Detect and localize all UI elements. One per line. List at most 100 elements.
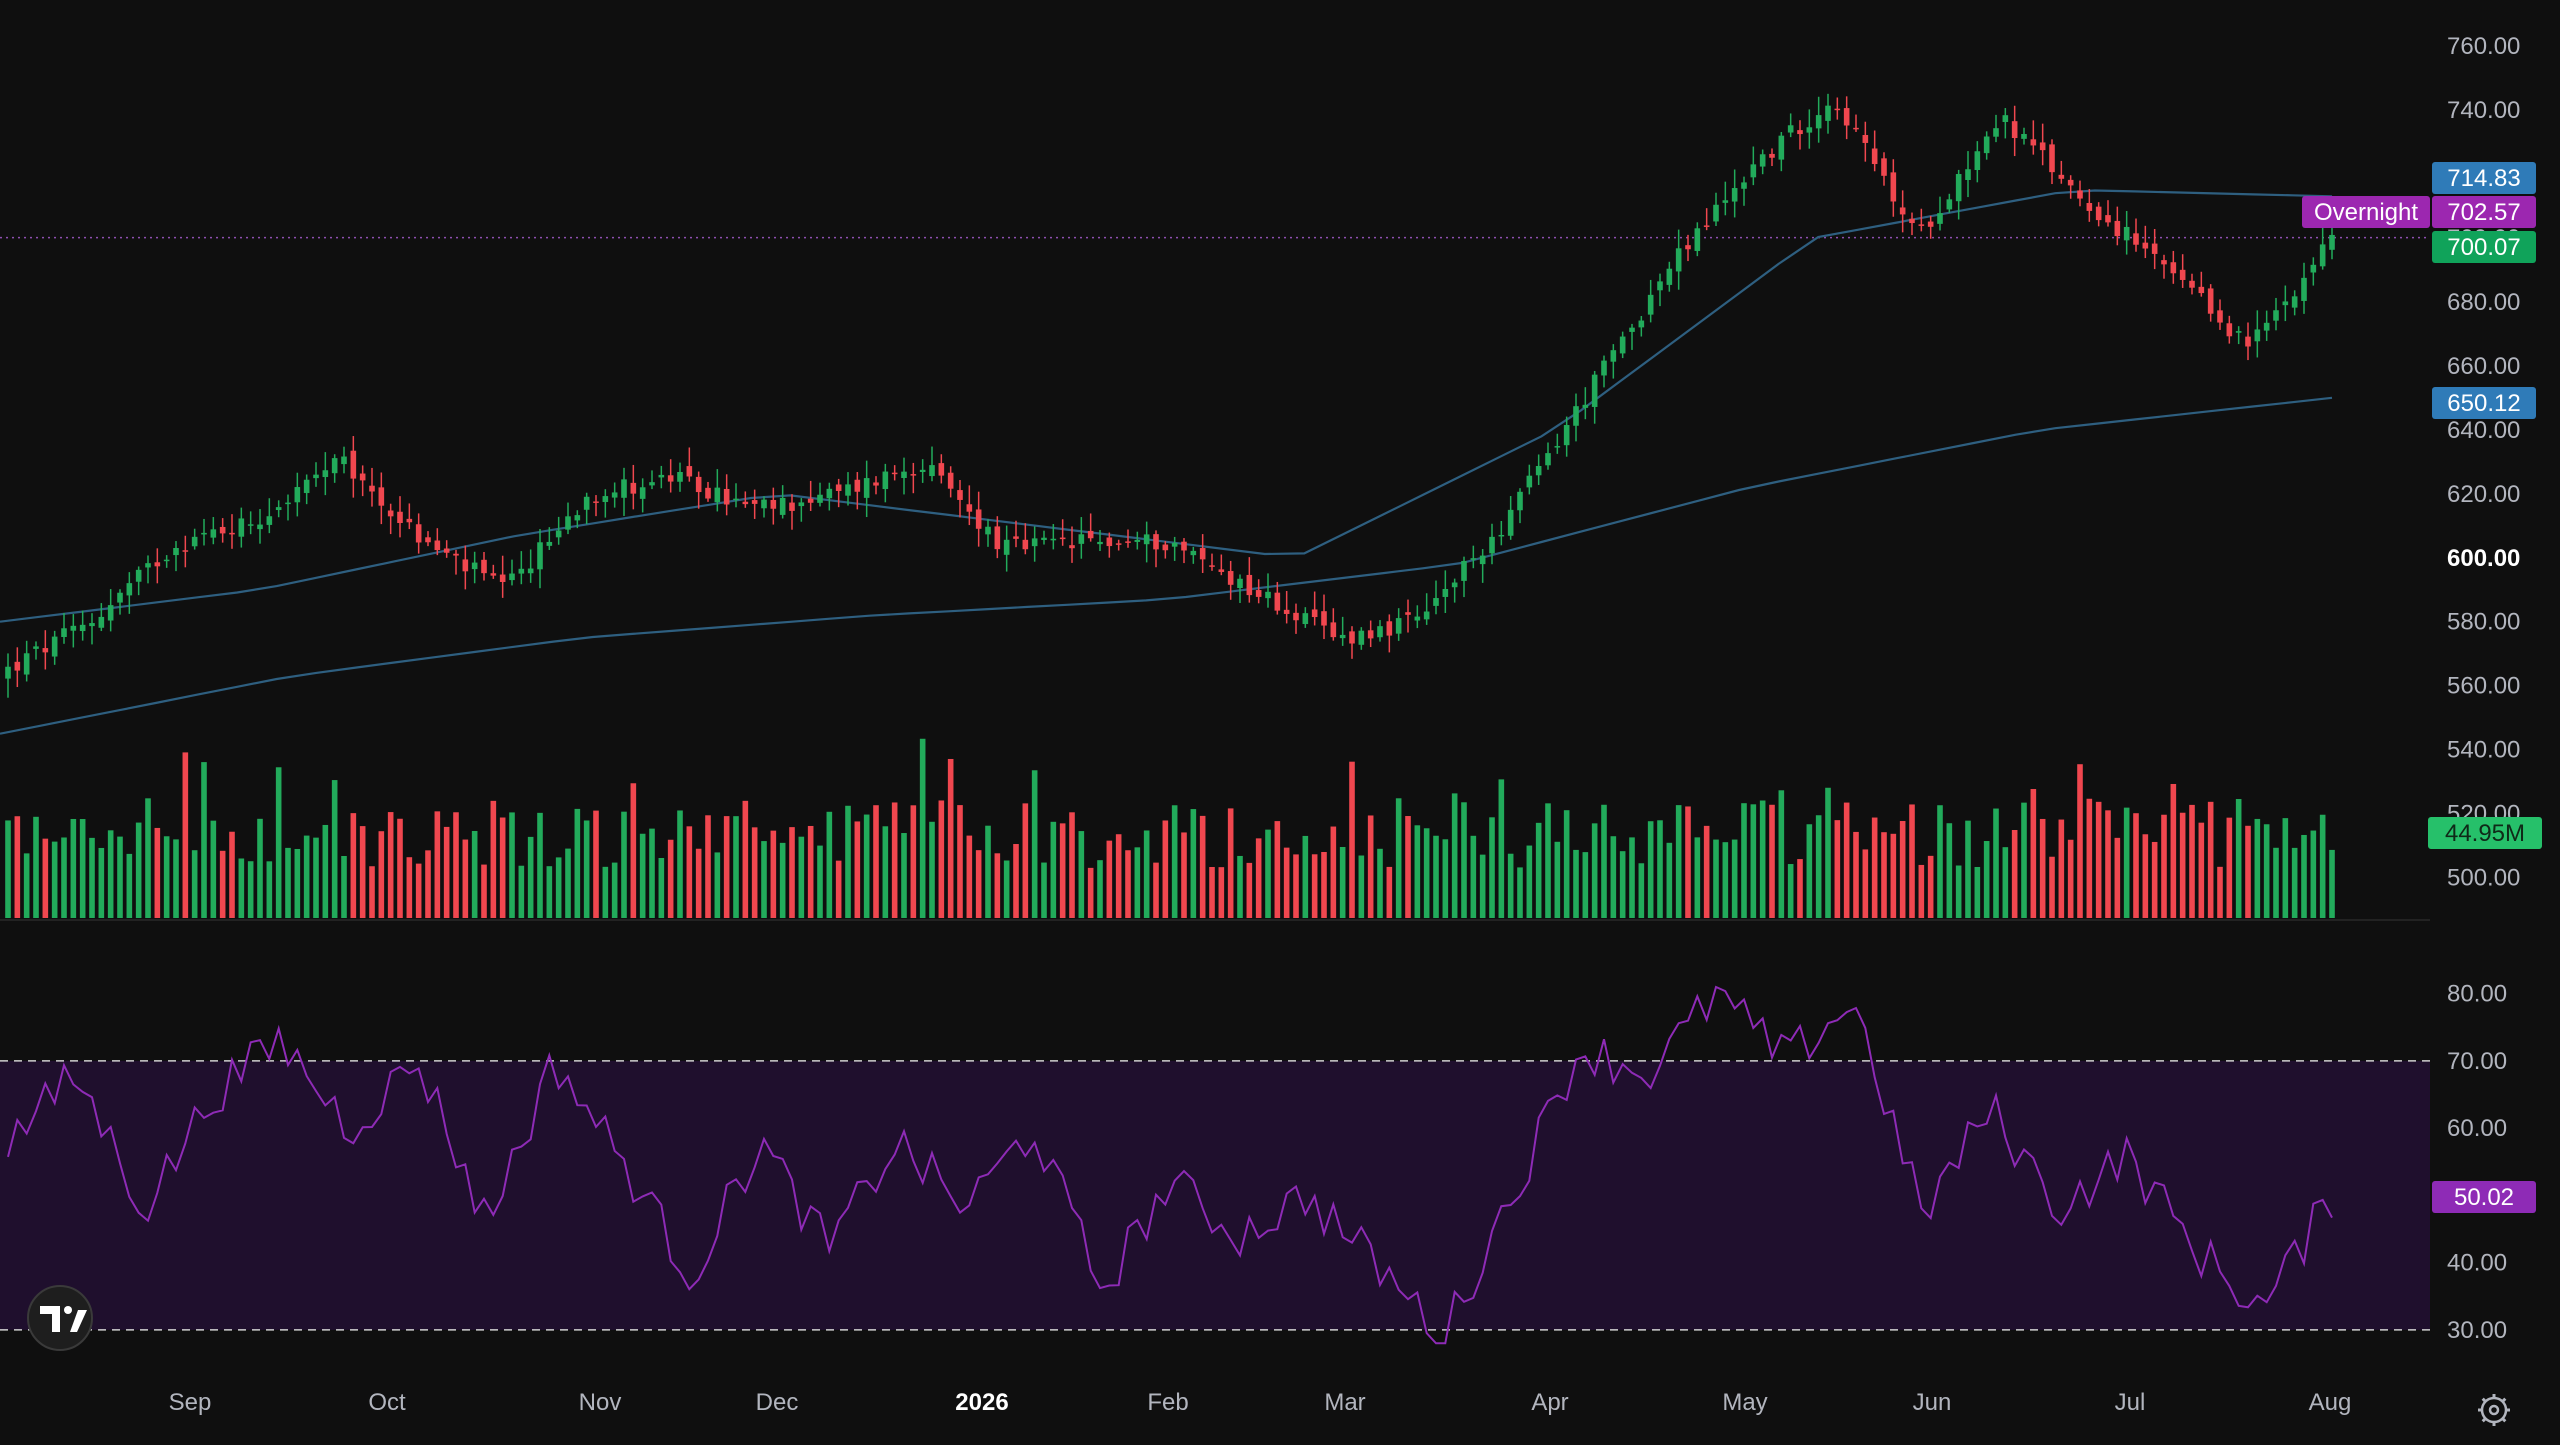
volume-bar: [182, 752, 189, 918]
price-tick-label: 600.00: [2447, 545, 2520, 572]
volume-bar: [1227, 808, 1234, 918]
candle-body: [2049, 144, 2055, 173]
volume-bar: [1162, 820, 1169, 918]
candle-body: [2319, 244, 2326, 267]
candle-body: [154, 562, 161, 567]
volume-bar: [145, 798, 151, 918]
candle-body: [238, 518, 245, 537]
volume-bar: [901, 833, 907, 918]
time-axis[interactable]: Sep Oct Nov Dec 2026 Feb Mar Apr May Jun Jul Aug: [169, 1389, 2352, 1416]
volume-bar: [42, 838, 49, 918]
candle-body: [565, 516, 571, 530]
candle-body: [593, 501, 599, 503]
volume-bar: [1358, 855, 1365, 918]
volume-bar: [1125, 850, 1131, 918]
volume-bar: [1535, 822, 1542, 918]
volume-bar: [1722, 842, 1729, 918]
candle-body: [630, 482, 637, 494]
candle-body: [61, 628, 67, 638]
candle-body: [415, 524, 422, 543]
candle-body: [667, 475, 674, 482]
volume-bar: [1741, 803, 1747, 918]
candle-body: [1563, 425, 1570, 446]
candle-body: [303, 479, 310, 494]
volume-bar: [714, 852, 721, 918]
volume-bar: [2049, 856, 2055, 918]
candle-body: [294, 487, 301, 503]
volume-bar: [583, 820, 590, 918]
volume-bar: [434, 811, 441, 918]
volume-bar: [1825, 787, 1831, 918]
candle-body: [2310, 264, 2317, 273]
candle-body: [1899, 207, 1906, 215]
volume-bar: [14, 816, 21, 918]
overnight-value-badge: 702.57: [2432, 196, 2536, 228]
candle-body: [611, 492, 618, 498]
candle-body: [331, 458, 338, 474]
candle-body: [1685, 245, 1691, 250]
candle-body: [1965, 169, 1971, 181]
volume-bar: [1862, 849, 1869, 918]
volume-bar: [471, 830, 478, 918]
volume-bar: [229, 831, 235, 918]
volume-bar: [1554, 841, 1561, 918]
volume-bar: [397, 818, 403, 918]
candle-body: [163, 559, 170, 562]
candles: [5, 93, 2335, 698]
volume-bar: [2207, 801, 2214, 918]
volume-bar: [341, 855, 347, 918]
candle-body: [406, 518, 413, 523]
volume-bar: [789, 827, 795, 918]
candle-body: [79, 624, 86, 632]
volume-bar: [481, 864, 487, 918]
candle-body: [1293, 612, 1299, 621]
volume-bar: [1937, 805, 1943, 918]
gear-icon[interactable]: [2478, 1394, 2510, 1426]
volume-bar: [630, 783, 637, 918]
volume-bar: [275, 767, 282, 918]
candle-body: [1918, 224, 1925, 226]
candle-body: [845, 484, 851, 496]
candle-body: [1367, 630, 1374, 639]
volume-bar: [2142, 834, 2149, 918]
candle-body: [751, 500, 758, 504]
volume-bar: [574, 808, 581, 918]
volume-bar: [1759, 800, 1766, 918]
volume-bar: [266, 861, 273, 918]
candle-body: [2179, 269, 2186, 280]
volume-bar: [695, 848, 702, 918]
candle-body: [677, 471, 683, 482]
svg-text:702.57: 702.57: [2447, 199, 2520, 226]
candle-body: [527, 568, 534, 574]
tradingview-logo-icon[interactable]: [27, 1285, 93, 1351]
rsi-tick-label: 80.00: [2447, 981, 2507, 1008]
overnight-label-badge: Overnight: [2302, 196, 2430, 228]
candle-body: [471, 562, 478, 570]
candle-body: [1377, 626, 1383, 638]
volume-bar: [667, 839, 674, 918]
volume-bar: [331, 780, 338, 918]
volume-bar: [313, 837, 319, 918]
volume-bar: [1377, 848, 1383, 918]
volume-bar: [1703, 825, 1710, 918]
candle-body: [2329, 234, 2335, 250]
volume-bar: [51, 841, 58, 918]
candle-body: [789, 502, 795, 511]
candle-body: [1843, 108, 1850, 126]
volume-bar: [1022, 803, 1029, 918]
volume-bar: [2114, 837, 2121, 918]
candle-body: [947, 472, 954, 489]
volume-bar: [1013, 844, 1019, 918]
candle-body: [1386, 621, 1393, 636]
price-tick-label: 740.00: [2447, 97, 2520, 124]
candle-body: [1265, 591, 1271, 599]
volume-bar: [966, 835, 973, 918]
volume-bar: [938, 800, 945, 918]
svg-text:50.02: 50.02: [2454, 1184, 2514, 1211]
volume-bar: [1498, 779, 1505, 918]
volume-bar: [1461, 802, 1467, 918]
volume-bar: [1274, 821, 1281, 918]
volume-bar: [1078, 831, 1085, 918]
